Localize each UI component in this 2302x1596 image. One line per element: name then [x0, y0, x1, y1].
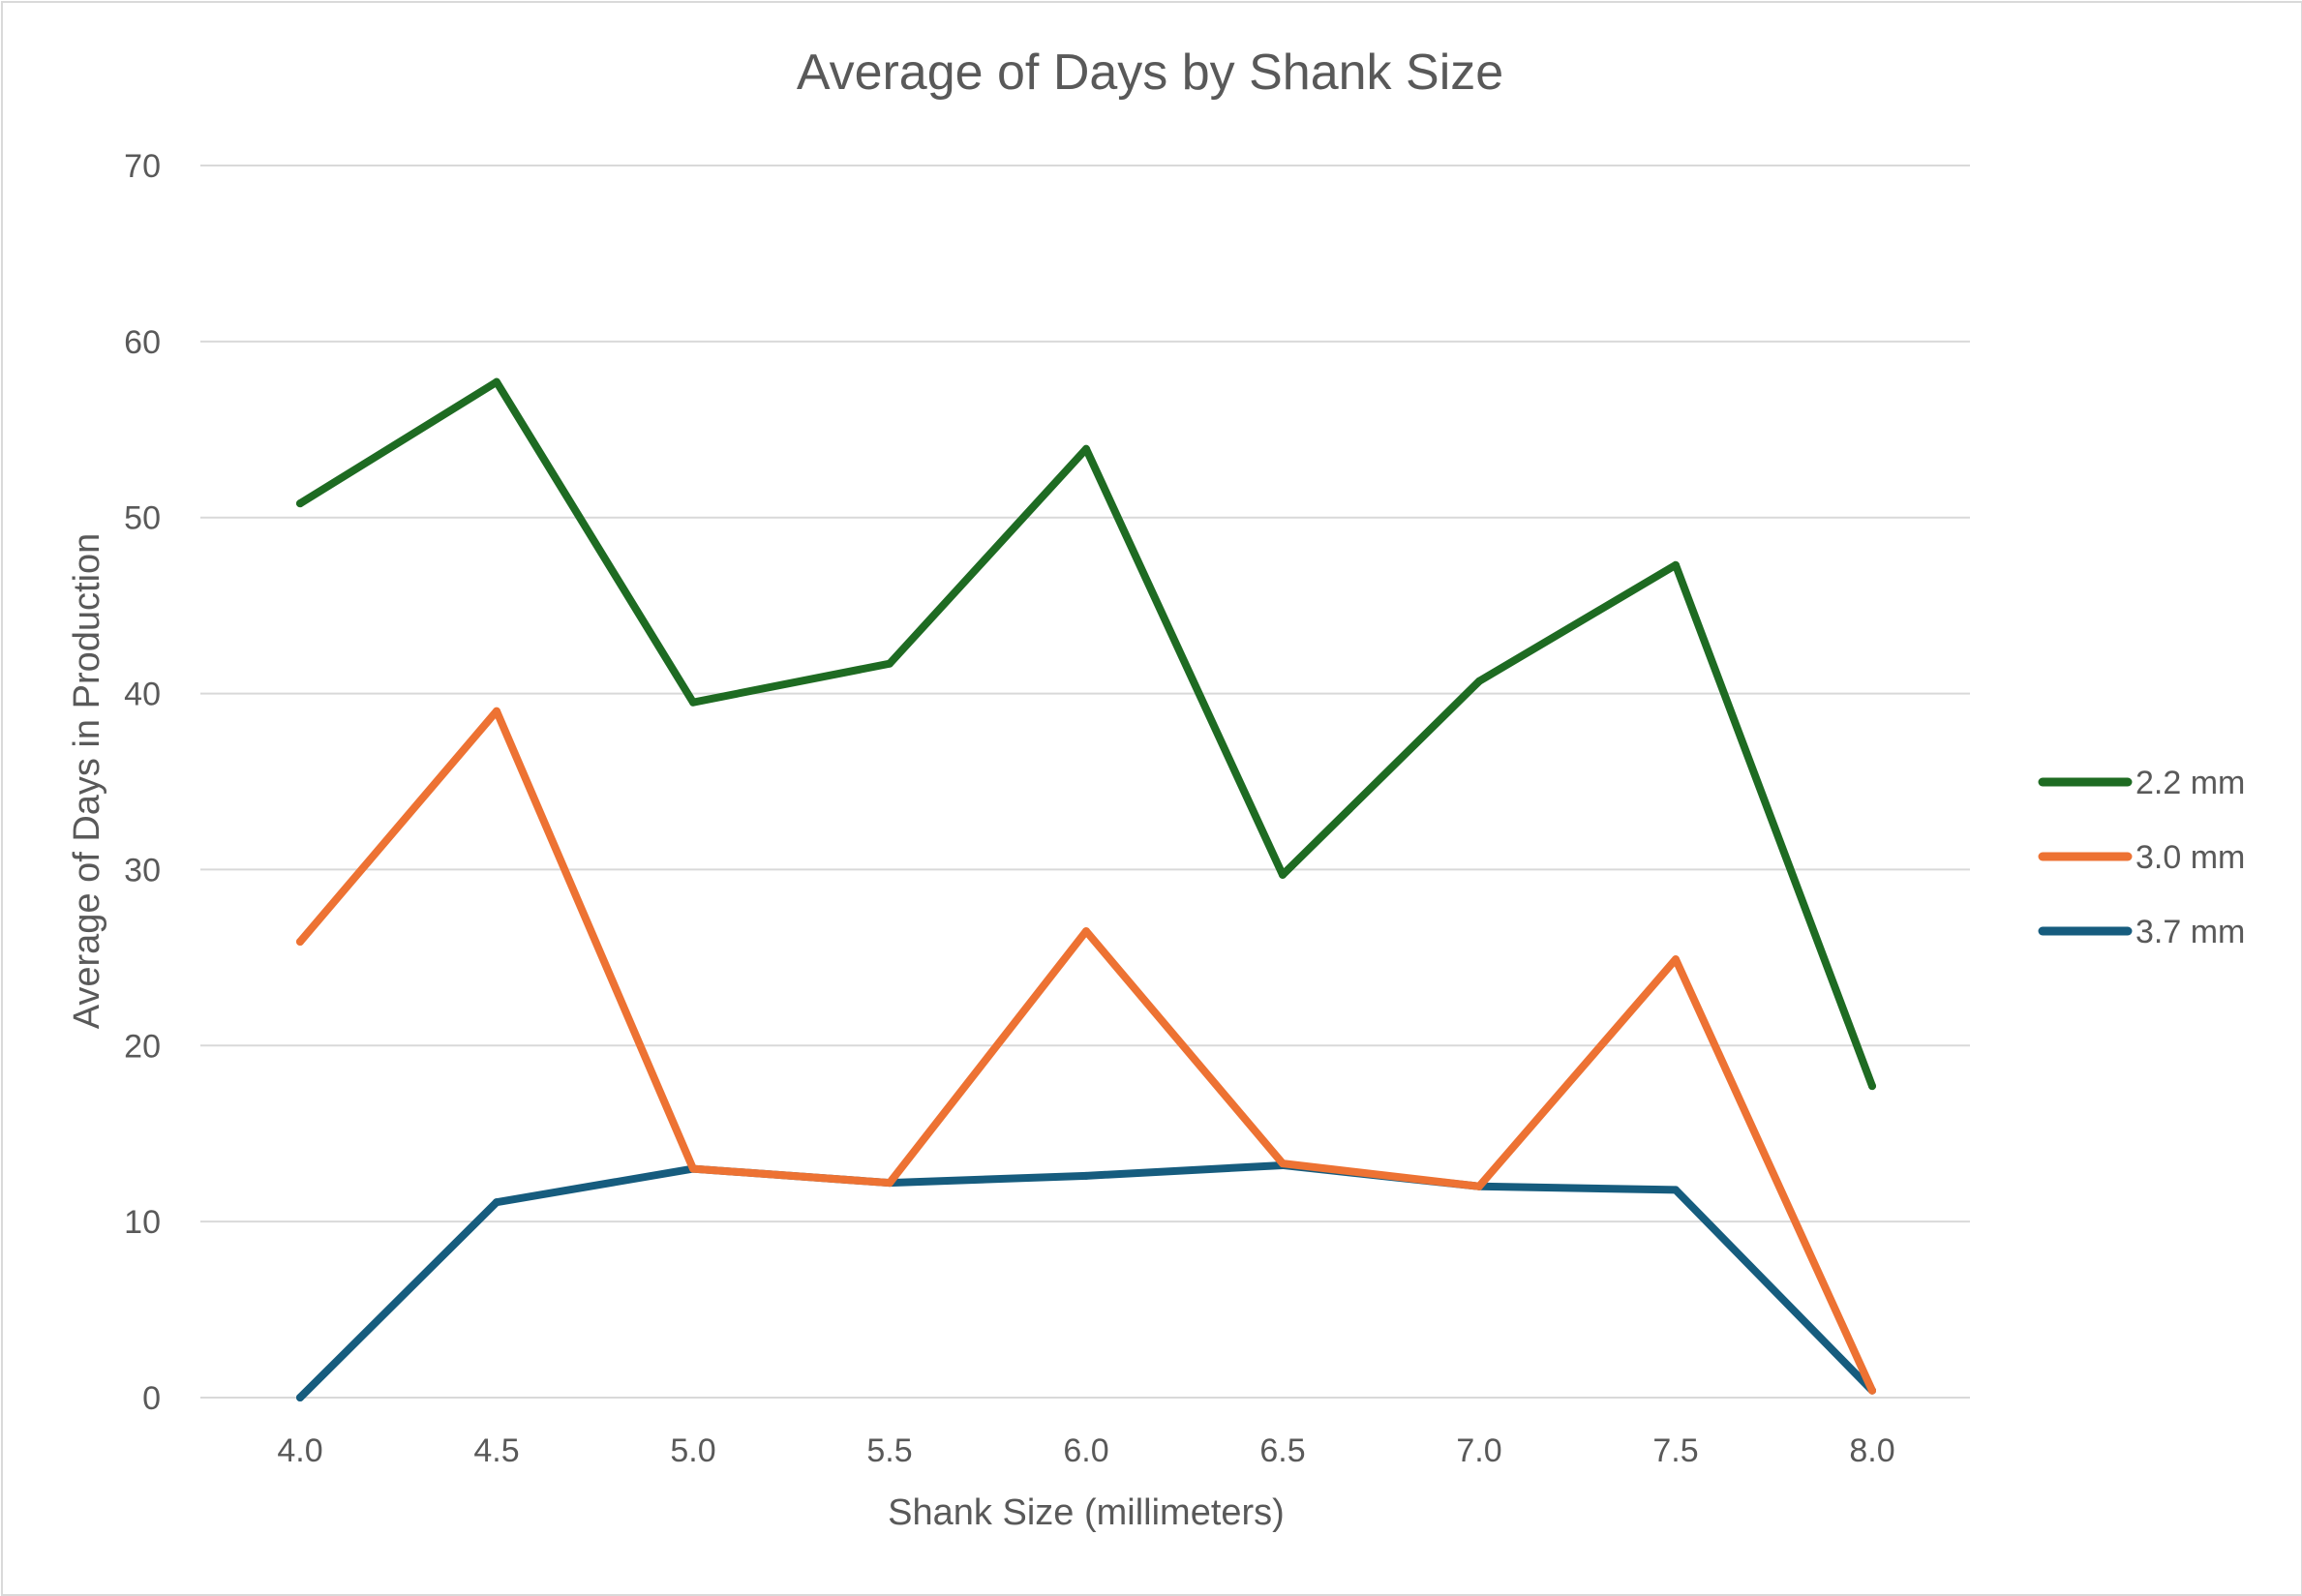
- series-line-2-2-mm: [296, 377, 1876, 1091]
- legend: 2.2 mm 3.0 mm 3.7 mm: [2038, 765, 2245, 950]
- data-point-3-7-mm: [296, 1394, 304, 1401]
- x-tick-label: 7.0: [1456, 1432, 1501, 1469]
- y-tick-label: 0: [142, 1380, 161, 1417]
- x-tick-label: 8.0: [1849, 1432, 1894, 1469]
- y-tick-label: 50: [124, 500, 161, 537]
- y-tick-label: 40: [124, 677, 161, 713]
- y-tick-label: 70: [124, 148, 161, 185]
- data-point-2-2-mm: [886, 659, 894, 668]
- data-point-3-0-mm: [689, 1164, 697, 1173]
- x-axis-title: Shank Size (millimeters): [888, 1492, 1285, 1533]
- series-line-3-7-mm: [296, 1160, 1876, 1401]
- data-point-3-0-mm: [1279, 1159, 1287, 1168]
- series-lines: [296, 377, 1876, 1401]
- data-point-3-0-mm: [1672, 955, 1680, 964]
- data-point-2-2-mm: [1672, 560, 1680, 569]
- data-point-3-0-mm: [1868, 1386, 1876, 1395]
- data-point-2-2-mm: [493, 377, 500, 386]
- chart-title: Average of Days by Shank Size: [797, 45, 1503, 101]
- data-point-2-2-mm: [296, 499, 304, 508]
- data-point-3-0-mm: [1082, 927, 1090, 936]
- data-point-3-7-mm: [493, 1198, 500, 1207]
- y-axis-ticks: 0 10 20 30 40 50 60 70: [124, 148, 161, 1417]
- y-axis-title: Average of Days in Production: [67, 533, 107, 1030]
- y-tick-label: 20: [124, 1028, 161, 1065]
- data-point-3-0-mm: [1475, 1182, 1483, 1190]
- data-point-2-2-mm: [1082, 444, 1090, 453]
- series-line-3-0-mm: [296, 707, 1876, 1395]
- data-point-2-2-mm: [689, 698, 697, 707]
- x-tick-label: 7.5: [1652, 1432, 1698, 1469]
- x-tick-label: 4.5: [473, 1432, 519, 1469]
- data-point-2-2-mm: [1279, 870, 1287, 879]
- y-tick-label: 30: [124, 852, 161, 888]
- legend-label: 3.7 mm: [2135, 914, 2245, 950]
- data-point-3-0-mm: [886, 1179, 894, 1188]
- y-tick-label: 60: [124, 324, 161, 361]
- x-tick-label: 5.0: [670, 1432, 715, 1469]
- data-point-3-0-mm: [493, 707, 500, 715]
- data-point-3-7-mm: [1082, 1171, 1090, 1180]
- legend-label: 2.2 mm: [2135, 765, 2245, 801]
- data-point-2-2-mm: [1475, 677, 1483, 685]
- y-tick-label: 10: [124, 1204, 161, 1241]
- data-point-3-0-mm: [296, 937, 304, 946]
- legend-label: 3.0 mm: [2135, 839, 2245, 876]
- gridlines: [200, 165, 1970, 1399]
- x-tick-label: 6.5: [1259, 1432, 1305, 1469]
- x-tick-label: 6.0: [1063, 1432, 1108, 1469]
- x-axis-ticks: 4.0 4.5 5.0 5.5 6.0 6.5 7.0 7.5 8.0: [277, 1432, 1894, 1469]
- x-tick-label: 5.5: [866, 1432, 912, 1469]
- data-point-3-7-mm: [1672, 1186, 1680, 1194]
- data-point-2-2-mm: [1868, 1082, 1876, 1091]
- x-tick-label: 4.0: [277, 1432, 322, 1469]
